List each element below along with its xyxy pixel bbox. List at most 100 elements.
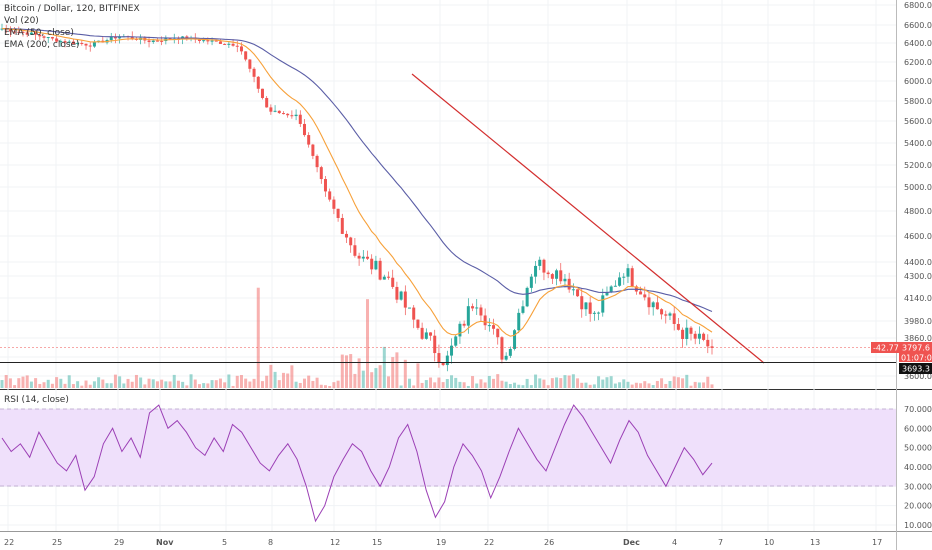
candle-body: [290, 115, 294, 117]
candle-body: [462, 323, 466, 326]
volume-bar: [210, 380, 214, 388]
candle-body: [214, 40, 218, 42]
volume-bar: [382, 346, 386, 388]
volume-bar: [42, 382, 46, 388]
volume-bar: [17, 378, 21, 388]
volume-bar: [441, 382, 445, 388]
volume-bar: [80, 385, 84, 388]
price-legend: Bitcoin / Dollar, 120, BITFINEX Vol (20)…: [4, 3, 140, 51]
candle-body: [563, 278, 567, 282]
candle-body: [256, 76, 260, 89]
volume-bar: [475, 383, 479, 388]
symbol-title[interactable]: Bitcoin / Dollar, 120, BITFINEX: [4, 4, 140, 14]
volume-bar: [13, 385, 17, 388]
candle-body: [273, 110, 277, 112]
volume-bar: [25, 375, 29, 388]
rsi-tick-label: 60.0000: [904, 424, 932, 433]
volume-bar: [592, 384, 596, 388]
candle-body: [710, 346, 714, 348]
candle-body: [542, 259, 546, 273]
candle-body: [676, 323, 680, 330]
volume-bar: [433, 382, 437, 388]
price-tick-label: 6800.0: [904, 1, 932, 10]
volume-bar: [525, 378, 529, 388]
volume-bar: [466, 385, 470, 388]
candle-body: [21, 31, 25, 33]
volume-bar: [542, 379, 546, 388]
candle-body: [702, 333, 706, 340]
candle-body: [67, 41, 71, 43]
last-price-tag: 3797.6: [899, 342, 932, 353]
time-tick-label: Nov: [156, 538, 174, 547]
candle-body: [328, 191, 332, 200]
candle-body: [508, 348, 512, 356]
candle-body: [618, 277, 622, 286]
volume-bar: [546, 385, 550, 388]
volume-bar: [126, 378, 130, 388]
volume-bar: [706, 376, 710, 388]
candle-body: [42, 36, 46, 38]
rsi-tick-label: 30.0000: [904, 482, 932, 491]
volume-bar: [256, 287, 260, 388]
candle-body: [160, 40, 164, 42]
candle-body: [223, 43, 227, 45]
volume-bar: [685, 374, 689, 388]
candle-body: [534, 265, 538, 277]
candle-body: [609, 286, 613, 293]
volume-bar: [315, 377, 319, 388]
time-tick-label: 22: [4, 538, 14, 547]
candle-body: [437, 353, 441, 363]
candle-body: [454, 336, 458, 346]
price-tick-label: 4400.0: [904, 258, 932, 267]
ema50-legend[interactable]: EMA (50, close): [4, 28, 74, 38]
candle-body: [286, 113, 290, 116]
volume-bar: [218, 378, 222, 388]
rsi-tick-label: 20.0000: [904, 502, 932, 511]
candle-body: [445, 355, 449, 366]
candle-body: [311, 144, 315, 156]
time-tick-label: 19: [436, 538, 446, 547]
candle-body: [601, 295, 605, 313]
volume-bar: [239, 375, 243, 388]
volume-bar: [168, 381, 172, 388]
candle-body: [408, 307, 412, 309]
volume-bar: [643, 381, 647, 388]
time-tick-label: 17: [872, 538, 882, 547]
volume-bar: [227, 374, 231, 388]
volume-bar: [286, 373, 290, 388]
rsi-legend-label[interactable]: RSI (14, close): [4, 395, 69, 405]
candle-body: [370, 258, 374, 270]
candle-body: [349, 237, 353, 246]
volume-bar: [412, 385, 416, 388]
time-tick-label: 22: [484, 538, 494, 547]
volume-bar: [231, 385, 235, 388]
volume-bar: [492, 378, 496, 388]
volume-bar: [429, 377, 433, 388]
price-axis-labels: 6800.0 6600.0 6400.0 6200.0 6000.0 5800.0 5600…: [904, 1, 932, 381]
candle-body: [227, 43, 231, 45]
countdown-text: 01:07:01: [901, 354, 932, 363]
candle-body: [315, 155, 319, 168]
candle-body: [580, 296, 584, 310]
candle-body: [25, 32, 29, 35]
volume-bar: [252, 378, 256, 388]
volume-bar: [67, 375, 71, 388]
volume-bar: [0, 380, 4, 388]
candle-body: [395, 286, 399, 300]
last-price-text: 3797.6: [902, 344, 930, 353]
volume-bar: [71, 384, 75, 388]
volume-bar: [504, 381, 508, 388]
volume-bar: [424, 380, 428, 388]
candle-body: [109, 36, 113, 41]
candle-body: [252, 68, 256, 77]
candle-body: [450, 345, 454, 356]
volume-legend[interactable]: Vol (20): [4, 16, 39, 26]
ema200-legend[interactable]: EMA (200, close): [4, 40, 80, 50]
candle-body: [231, 43, 235, 46]
volume-bar: [395, 352, 399, 388]
price-pane[interactable]: [0, 0, 896, 390]
trendline[interactable]: [411, 73, 765, 364]
volume-bar: [143, 384, 147, 388]
time-tick-label: 5: [222, 538, 227, 547]
